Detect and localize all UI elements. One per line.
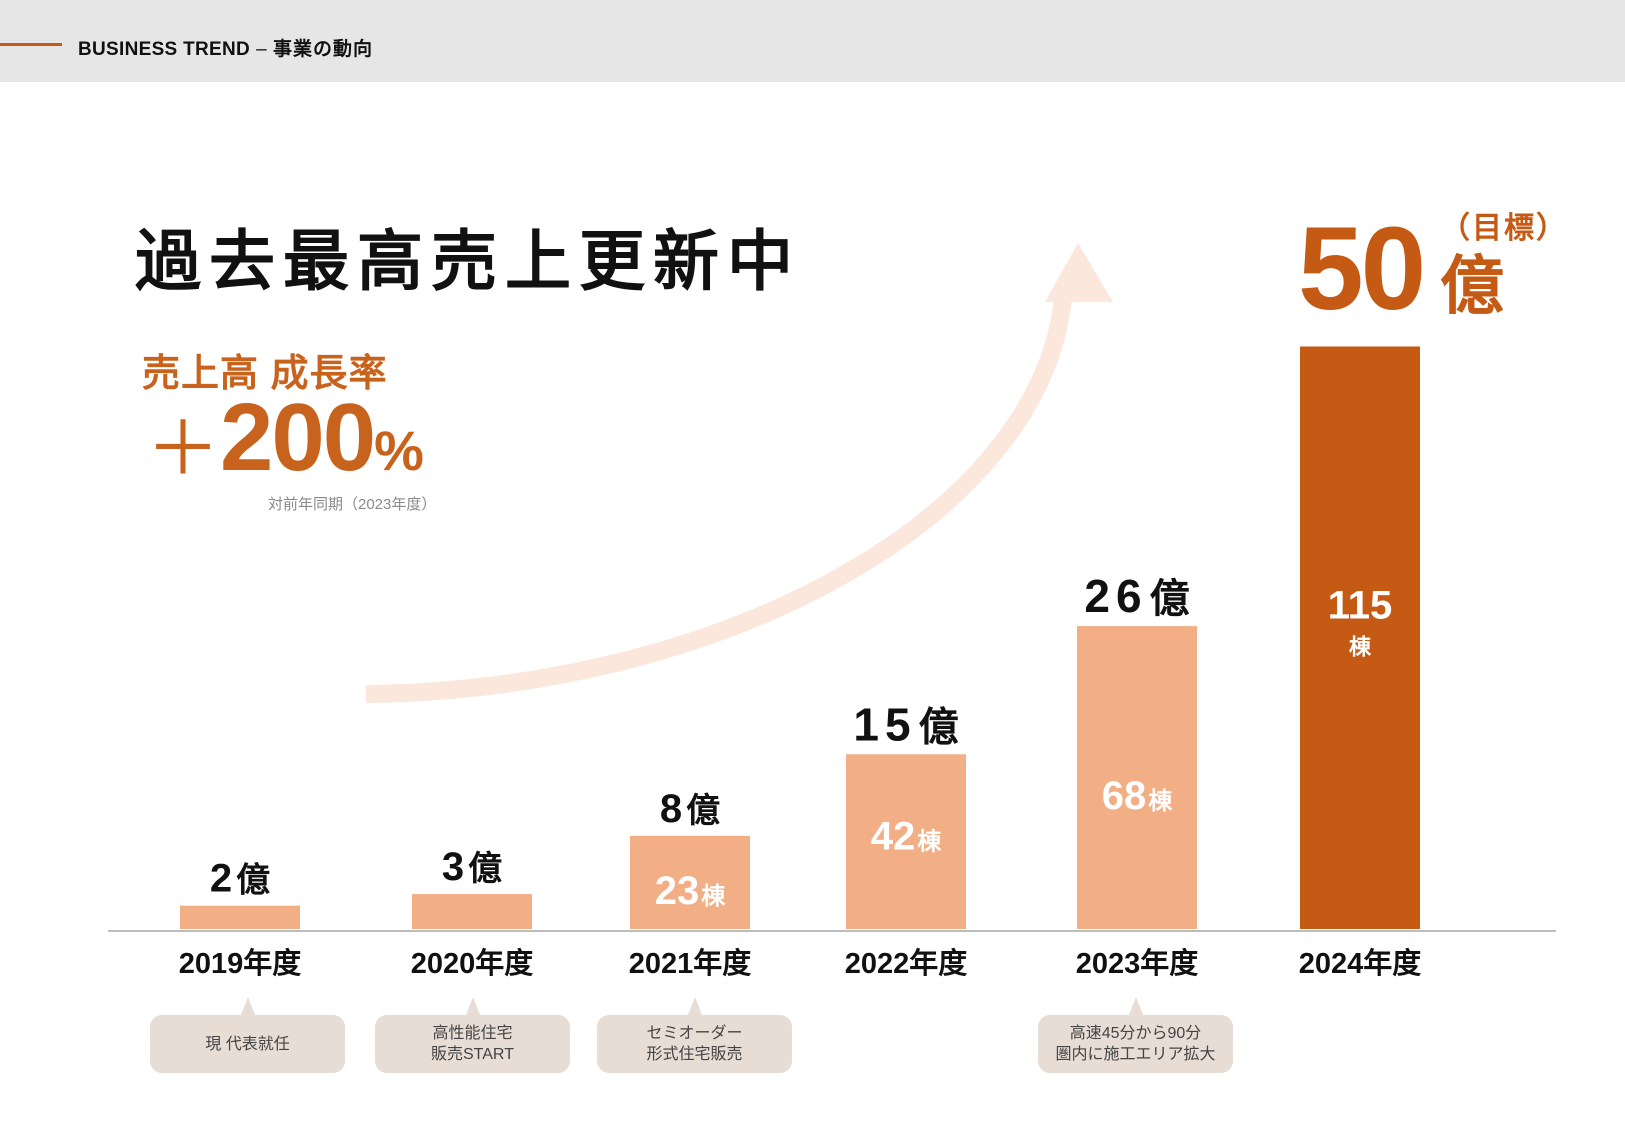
milestone-text: 高性能住宅 — [432, 1025, 513, 1042]
units-unit: 棟 — [1349, 635, 1372, 660]
milestone-text: 形式住宅販売 — [646, 1046, 743, 1063]
bar-2023年度 — [1077, 626, 1197, 929]
milestone-bubble: 高性能住宅販売START — [375, 997, 570, 1073]
milestone-text: 高速45分から90分 — [1069, 1025, 1202, 1042]
growth-number: 200 — [220, 384, 376, 491]
bar-2019年度 — [180, 905, 300, 929]
units-number: 115 — [1328, 584, 1393, 628]
milestone-text: 販売START — [431, 1046, 514, 1063]
year-label: 2023年度 — [1076, 946, 1199, 980]
bar-2024年度 — [1300, 346, 1420, 929]
milestone-bubble: 高速45分から90分 圏内に施工エリア拡大 — [1038, 997, 1233, 1073]
year-label: 2020年度 — [411, 946, 534, 980]
milestone-text: 現 代表就任 — [205, 1035, 290, 1053]
units-label: 42棟 — [871, 814, 943, 858]
header-title-en: BUSINESS TREND — [78, 39, 251, 60]
header-accent-line — [0, 43, 62, 46]
bar-2020年度 — [412, 894, 532, 929]
revenue-label: 26億 — [1084, 570, 1189, 622]
year-label: 2021年度 — [629, 946, 752, 980]
header-bar: BUSINESS TREND – 事業の動向 — [0, 0, 1625, 82]
growth-note: 対前年同期（2023年度） — [268, 496, 437, 513]
growth-percent-sign: % — [374, 419, 424, 482]
growth-arrow — [365, 243, 1113, 703]
header-separator: – — [256, 39, 267, 60]
revenue-label: 8億 — [660, 787, 720, 831]
header-title-jp: 事業の動向 — [272, 39, 373, 60]
year-label: 2024年度 — [1299, 946, 1422, 980]
revenue-label: 15億 — [853, 698, 958, 750]
growth-plus-sign: ＋ — [146, 407, 220, 490]
header-title: BUSINESS TREND – 事業の動向 — [78, 34, 373, 61]
growth-arrow-shaft — [365, 297, 1072, 703]
labels-group: 2億 2019年度 3億 2020年度 8億 23棟 2021年度 15億 42棟 2022年度 2… — [179, 570, 1422, 980]
revenue-label: 3億 — [442, 845, 502, 889]
revenue-label: 2億 — [210, 857, 270, 901]
milestone-text: セミオーダー — [646, 1025, 743, 1042]
growth-label: 売上高 成長率 — [142, 353, 388, 395]
bar-2022年度 — [846, 754, 966, 929]
milestone-bubble: 現 代表就任 — [150, 997, 345, 1073]
bar-2021年度 — [630, 835, 750, 929]
year-label: 2019年度 — [179, 946, 302, 980]
growth-arrow-head — [1045, 243, 1113, 302]
target-value: 50 — [1298, 203, 1426, 335]
growth-value: ＋200% — [146, 383, 424, 493]
milestone-text: 圏内に施工エリア拡大 — [1055, 1046, 1216, 1063]
units-label: 68棟 — [1102, 774, 1174, 818]
target-note: （目標） — [1440, 212, 1568, 245]
year-label: 2022年度 — [845, 946, 968, 980]
units-label: 23棟 — [655, 869, 727, 913]
page-title: 過去最高売上更新中 — [135, 224, 801, 298]
milestone-bubble: セミオーダー 形式住宅販売 — [597, 997, 792, 1073]
target-unit: 億 — [1440, 250, 1504, 322]
bars-group — [180, 346, 1420, 929]
